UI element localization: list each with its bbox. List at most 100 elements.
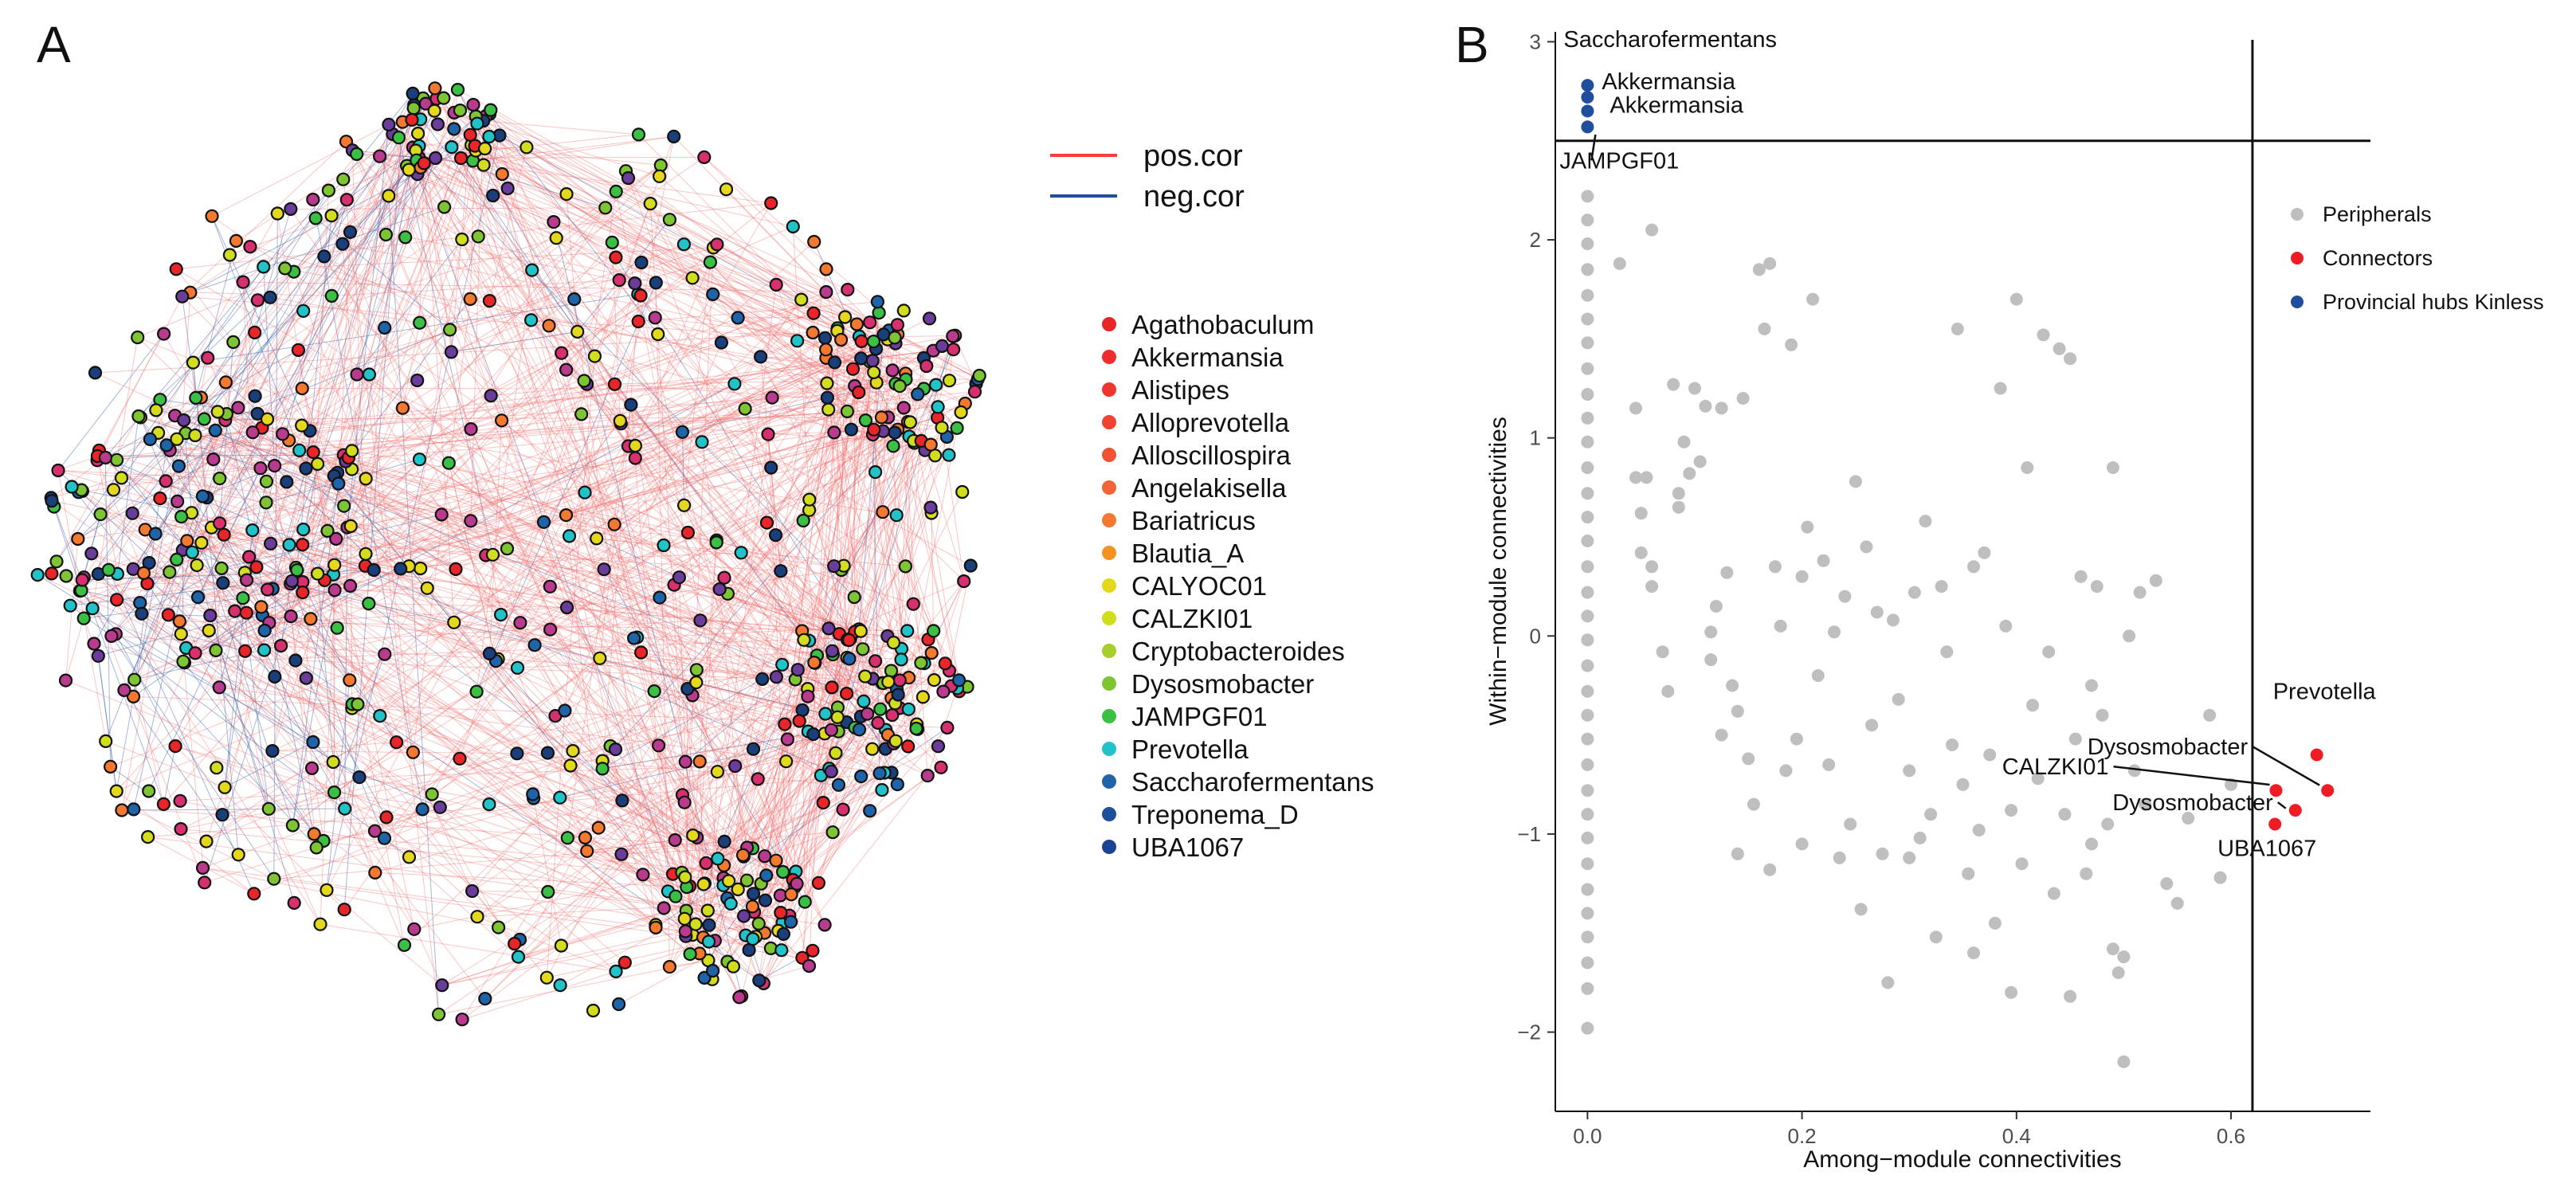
- network-edge: [150, 438, 339, 484]
- peripherals-point: [2085, 679, 2098, 692]
- network-edge: [419, 459, 605, 570]
- network-edge: [826, 397, 925, 664]
- network-edge: [224, 742, 314, 788]
- network-edge: [356, 374, 759, 780]
- network-node: [884, 664, 899, 678]
- network-node: [865, 354, 880, 368]
- peripherals-point: [1715, 728, 1728, 742]
- network-edge: [134, 645, 281, 680]
- network-edge: [149, 213, 278, 440]
- network-edge: [853, 386, 856, 597]
- network-node: [719, 182, 734, 197]
- network-edge: [148, 650, 217, 792]
- genus-swatch: [1102, 350, 1116, 364]
- network-node: [285, 818, 300, 833]
- network-edge: [133, 695, 947, 728]
- panel-a-label: A: [37, 16, 71, 73]
- network-edge: [423, 163, 578, 332]
- network-edge: [846, 411, 906, 567]
- network-node: [854, 334, 868, 348]
- network-node: [523, 313, 539, 327]
- network-edge: [753, 630, 861, 894]
- network-node: [212, 680, 226, 695]
- network-edge: [441, 514, 603, 762]
- network-edge: [185, 433, 615, 525]
- peripherals-point: [1581, 411, 1594, 425]
- network-edge: [242, 295, 641, 599]
- network-edge: [586, 839, 676, 852]
- network-edge: [405, 174, 418, 237]
- x-tick-label: 0.2: [1788, 1124, 1817, 1148]
- network-node: [171, 459, 186, 473]
- network-node: [85, 601, 100, 616]
- peripherals-point: [1994, 382, 2007, 395]
- network-node: [827, 355, 842, 370]
- network-node: [593, 651, 607, 665]
- network-edge: [379, 316, 845, 716]
- peripherals-point: [1581, 263, 1594, 276]
- genus-label: Blautia_A: [1131, 539, 1244, 568]
- network-edge: [817, 713, 868, 883]
- network-node: [350, 367, 364, 382]
- network-edge: [701, 441, 717, 543]
- network-node: [247, 887, 261, 901]
- network-node: [543, 622, 558, 637]
- network-node: [311, 456, 325, 472]
- network-edge: [492, 554, 848, 658]
- network-node: [350, 147, 364, 161]
- network-edge: [499, 135, 819, 883]
- network-edge: [288, 158, 437, 546]
- peripherals-point: [1763, 257, 1777, 270]
- network-node: [697, 150, 712, 164]
- peripherals-point: [1634, 546, 1648, 559]
- network-edge: [388, 195, 440, 1015]
- peripherals-point: [2213, 871, 2227, 884]
- network-node: [526, 787, 540, 801]
- genus-swatch: [1102, 513, 1116, 527]
- network-edge: [406, 165, 837, 331]
- network-node: [751, 772, 765, 786]
- network-edge: [132, 300, 258, 697]
- network-edge: [327, 530, 634, 639]
- network-edge: [603, 569, 697, 671]
- network-edge: [679, 577, 860, 731]
- peripherals-point: [1677, 435, 1691, 449]
- y-tick-label: −1: [1517, 822, 1541, 846]
- network-node: [746, 742, 761, 756]
- network-edge: [333, 762, 441, 808]
- network-node: [783, 915, 798, 929]
- network-edge: [159, 136, 490, 499]
- network-edge: [760, 292, 827, 358]
- network-node: [891, 688, 905, 702]
- network-edge: [201, 397, 759, 780]
- network-node: [613, 413, 627, 428]
- network-node: [391, 131, 406, 145]
- network-edge: [602, 678, 763, 770]
- network-edge: [809, 429, 899, 511]
- network-edge: [744, 408, 772, 468]
- network-edge: [323, 740, 896, 841]
- network-node: [296, 585, 310, 600]
- network-node: [686, 828, 700, 843]
- network-node: [717, 570, 731, 585]
- network-node: [935, 421, 949, 435]
- network-edge: [174, 415, 443, 985]
- network-node: [185, 545, 199, 559]
- network-edge: [96, 460, 144, 574]
- network-edge: [887, 663, 925, 735]
- network-node: [636, 868, 650, 882]
- network-edge: [398, 137, 494, 555]
- network-edge: [182, 141, 347, 297]
- network-node: [313, 917, 327, 931]
- network-edge: [273, 832, 833, 880]
- network-node: [395, 401, 410, 415]
- network-edge: [678, 577, 686, 762]
- network-node: [559, 187, 574, 202]
- network-edge: [767, 434, 782, 571]
- provincial-point: [1581, 91, 1594, 104]
- network-node: [919, 358, 934, 374]
- peripherals-point: [2042, 645, 2056, 659]
- network-edge: [532, 793, 588, 852]
- network-edge: [345, 460, 851, 640]
